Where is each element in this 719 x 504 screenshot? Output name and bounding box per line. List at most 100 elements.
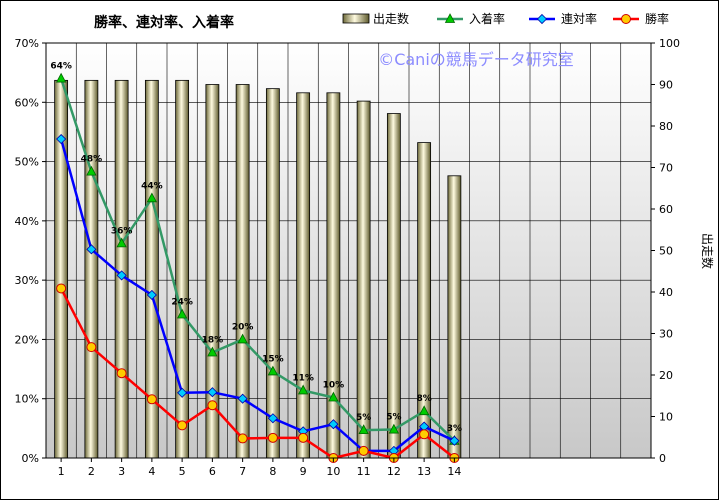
- y-right-tick-label: 0: [659, 452, 666, 465]
- y-left-tick-label: 40%: [15, 215, 39, 228]
- y-right-tick-label: 80: [659, 120, 673, 133]
- x-tick-label: 14: [447, 465, 461, 478]
- point-diamond: [267, 413, 278, 424]
- y-left-tick-label: 60%: [15, 96, 39, 109]
- point-circle: [237, 433, 248, 444]
- data-label: 3%: [447, 424, 462, 434]
- bar-runs: [84, 79, 99, 459]
- x-tick-label: 9: [300, 465, 307, 478]
- point-triangle: [86, 165, 97, 176]
- data-label: 5%: [386, 413, 401, 423]
- y-right-tick-label: 70: [659, 162, 673, 175]
- point-circle: [298, 432, 309, 443]
- legend-swatch-bar: [342, 13, 370, 24]
- y-right-tick-label: 60: [659, 203, 673, 216]
- point-circle: [56, 283, 67, 294]
- point-diamond: [449, 435, 460, 446]
- legend-label: 連対率: [561, 11, 597, 26]
- legend-label: 勝率: [645, 11, 669, 26]
- point-diamond: [56, 133, 67, 145]
- gridlines: [46, 43, 651, 458]
- y-right-tick-label: 30: [659, 328, 673, 341]
- point-triangle: [358, 424, 369, 435]
- point-circle: [358, 445, 369, 456]
- x-tick-label: 10: [326, 465, 340, 478]
- point-diamond: [86, 244, 97, 255]
- x-tick-label: 2: [88, 465, 95, 478]
- chart-title: 勝率、連対率、入着率: [94, 14, 234, 31]
- point-triangle: [388, 423, 400, 434]
- bar-runs: [447, 175, 462, 459]
- point-triangle: [207, 346, 218, 357]
- point-diamond: [116, 270, 127, 281]
- x-tick-label: 4: [148, 465, 155, 478]
- data-label: 11%: [292, 373, 314, 383]
- legend: 出走数 入着率 連対率 勝率: [342, 11, 669, 26]
- legend-item: 出走数: [342, 11, 409, 26]
- point-circle: [86, 342, 97, 353]
- data-label: 36%: [111, 226, 133, 236]
- data-label: 48%: [81, 155, 103, 165]
- y-left-tick-label: 10%: [15, 393, 39, 406]
- legend-marker: [444, 13, 456, 23]
- x-tick-label: 12: [387, 465, 401, 478]
- bar-runs: [265, 88, 280, 459]
- point-triangle: [237, 333, 248, 344]
- data-label: 8%: [416, 394, 431, 404]
- x-tick-label: 13: [417, 465, 431, 478]
- point-triangle: [146, 192, 158, 203]
- y-left-tick-label: 70%: [15, 37, 39, 50]
- point-circle: [207, 400, 218, 411]
- point-diamond: [237, 393, 248, 404]
- axes: 0% 10% 20% 30% 40% 50% 60% 70% 0 10 20 30 40 50 60 70 80…: [15, 37, 680, 478]
- series-line-triangle: [59, 78, 456, 442]
- legend-item: 勝率: [613, 11, 669, 26]
- point-triangle: [328, 391, 339, 402]
- y-right-tick-label: 10: [659, 411, 673, 424]
- data-label: 44%: [141, 181, 163, 191]
- data-label: 10%: [323, 381, 345, 391]
- point-triangle: [418, 405, 430, 416]
- y-left-tick-label: 20%: [15, 333, 39, 346]
- x-tick-label: 8: [269, 465, 276, 478]
- y-axis-right-label: 出走数: [700, 233, 715, 269]
- watermark: ©Caniの競馬データ研究室: [378, 50, 574, 69]
- bar-runs: [175, 79, 190, 459]
- x-tick-label: 1: [58, 465, 65, 478]
- point-diamond: [177, 387, 188, 398]
- point-circle: [146, 394, 157, 405]
- data-label: 5%: [356, 413, 371, 423]
- data-label: 64%: [50, 62, 72, 72]
- point-circle: [267, 432, 278, 443]
- point-circle: [116, 368, 127, 379]
- legend-label: 入着率: [469, 11, 505, 26]
- data-label: 24%: [171, 298, 193, 308]
- y-left-tick-label: 50%: [15, 156, 39, 169]
- bar-runs: [386, 113, 401, 459]
- point-triangle: [267, 365, 279, 376]
- legend-marker: [536, 13, 548, 25]
- point-diamond: [146, 289, 157, 301]
- line-series: [55, 72, 460, 463]
- legend-marker: [621, 14, 631, 24]
- y-left-tick-label: 30%: [15, 274, 39, 287]
- point-triangle: [176, 308, 188, 319]
- data-label: 18%: [202, 335, 224, 345]
- point-triangle: [116, 237, 127, 248]
- bar-runs: [356, 100, 371, 459]
- y-right-tick-label: 50: [659, 245, 673, 258]
- point-diamond: [207, 387, 218, 398]
- x-tick-label: 7: [239, 465, 246, 478]
- point-triangle: [297, 384, 309, 395]
- data-labels: 64% 48% 36% 44% 24% 18% 20% 15% 11% 10% 5% 5% 8% 3%: [50, 62, 462, 434]
- point-circle: [177, 420, 188, 431]
- x-tick-label: 6: [209, 465, 216, 478]
- y-right-tick-label: 100: [659, 37, 680, 50]
- y-left-tick-label: 0%: [22, 452, 39, 465]
- point-circle: [419, 429, 430, 440]
- bar-runs: [296, 92, 311, 459]
- y-right-tick-label: 90: [659, 79, 673, 92]
- bar-runs: [114, 79, 129, 459]
